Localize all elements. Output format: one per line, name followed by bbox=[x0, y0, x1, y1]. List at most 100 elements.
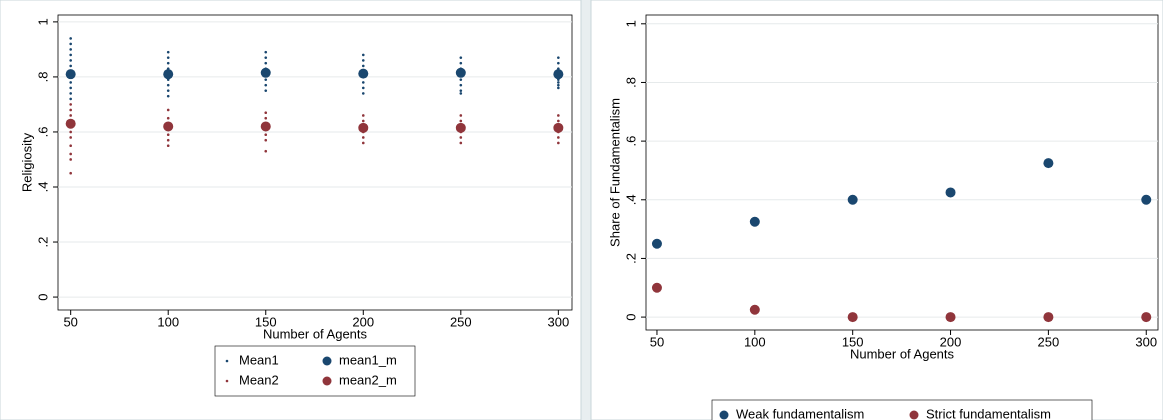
point bbox=[260, 121, 271, 132]
point bbox=[166, 83, 170, 87]
point bbox=[69, 53, 72, 57]
point bbox=[459, 136, 463, 139]
point bbox=[69, 48, 72, 51]
point bbox=[260, 67, 271, 78]
point bbox=[166, 108, 170, 112]
x-tick-label: 300 bbox=[1135, 334, 1157, 349]
point bbox=[69, 158, 72, 161]
point bbox=[1043, 158, 1054, 169]
point bbox=[1043, 312, 1054, 323]
legend-marker bbox=[909, 410, 919, 420]
y-tick-label: .6 bbox=[623, 136, 638, 147]
point bbox=[264, 116, 268, 120]
point bbox=[69, 59, 72, 62]
y-axis-label: Share of Fundamentalism bbox=[607, 98, 622, 247]
point bbox=[557, 119, 560, 123]
point bbox=[557, 114, 560, 117]
point bbox=[945, 312, 956, 323]
point bbox=[264, 78, 268, 81]
point bbox=[166, 138, 170, 142]
point bbox=[264, 56, 268, 59]
point bbox=[361, 53, 365, 57]
point bbox=[166, 50, 170, 54]
point bbox=[69, 108, 72, 112]
legend-label: Strict fundamentalism bbox=[926, 406, 1051, 420]
point bbox=[557, 86, 560, 90]
point bbox=[557, 56, 560, 59]
legend-label: Mean1 bbox=[239, 352, 279, 367]
point bbox=[166, 94, 170, 98]
legend-marker bbox=[225, 379, 229, 383]
point bbox=[69, 152, 72, 156]
point bbox=[361, 119, 365, 123]
point bbox=[749, 216, 760, 227]
point bbox=[264, 83, 268, 87]
point bbox=[459, 56, 463, 59]
point bbox=[1141, 312, 1152, 323]
x-tick-label: 100 bbox=[157, 314, 179, 329]
point bbox=[1141, 194, 1152, 205]
y-tick-label: .8 bbox=[623, 77, 638, 88]
point bbox=[69, 81, 72, 84]
y-tick-label: 1 bbox=[35, 18, 50, 25]
point bbox=[69, 130, 72, 134]
point bbox=[557, 81, 560, 84]
legend-label: mean1_m bbox=[339, 352, 397, 367]
y-tick-label: .2 bbox=[35, 237, 50, 248]
point bbox=[459, 83, 463, 87]
point bbox=[361, 141, 365, 145]
x-tick-label: 50 bbox=[63, 314, 77, 329]
point bbox=[459, 89, 463, 92]
point bbox=[166, 116, 170, 120]
x-tick-label: 50 bbox=[650, 334, 664, 349]
point bbox=[358, 122, 369, 133]
y-tick-label: 1 bbox=[623, 20, 638, 27]
point bbox=[264, 149, 268, 153]
point bbox=[163, 69, 174, 80]
point bbox=[166, 56, 170, 59]
point bbox=[557, 136, 560, 139]
point bbox=[361, 92, 365, 95]
point bbox=[945, 187, 956, 198]
point bbox=[361, 64, 365, 68]
y-tick-label: .8 bbox=[35, 71, 50, 82]
point bbox=[361, 59, 365, 62]
point bbox=[166, 144, 170, 148]
plot-area bbox=[57, 14, 573, 311]
point bbox=[69, 64, 72, 68]
point bbox=[557, 141, 560, 145]
point bbox=[459, 61, 463, 65]
point bbox=[358, 68, 369, 79]
point bbox=[361, 86, 365, 90]
point bbox=[69, 92, 72, 95]
point bbox=[361, 81, 365, 84]
x-tick-label: 150 bbox=[255, 314, 277, 329]
y-tick-label: .6 bbox=[35, 127, 50, 138]
point bbox=[264, 133, 268, 137]
point bbox=[651, 282, 662, 293]
point bbox=[163, 121, 174, 132]
point bbox=[459, 141, 463, 145]
y-tick-label: .4 bbox=[623, 194, 638, 205]
plot-area bbox=[645, 14, 1159, 331]
point bbox=[455, 67, 466, 78]
x-axis-label: Number of Agents bbox=[263, 326, 368, 341]
point bbox=[69, 86, 72, 90]
point bbox=[166, 133, 170, 137]
x-tick-label: 150 bbox=[842, 334, 864, 349]
point bbox=[264, 111, 268, 114]
point bbox=[847, 312, 858, 323]
point bbox=[264, 61, 268, 65]
x-tick-label: 200 bbox=[352, 314, 374, 329]
point bbox=[459, 92, 463, 95]
point bbox=[847, 194, 858, 205]
point bbox=[65, 118, 76, 129]
point bbox=[557, 61, 560, 65]
y-axis-label: Religiosity bbox=[19, 132, 34, 192]
legend-marker bbox=[719, 410, 729, 420]
point bbox=[264, 50, 268, 54]
x-tick-label: 100 bbox=[744, 334, 766, 349]
point bbox=[361, 114, 365, 117]
legend-marker bbox=[322, 376, 332, 386]
y-tick-label: .4 bbox=[35, 182, 50, 193]
